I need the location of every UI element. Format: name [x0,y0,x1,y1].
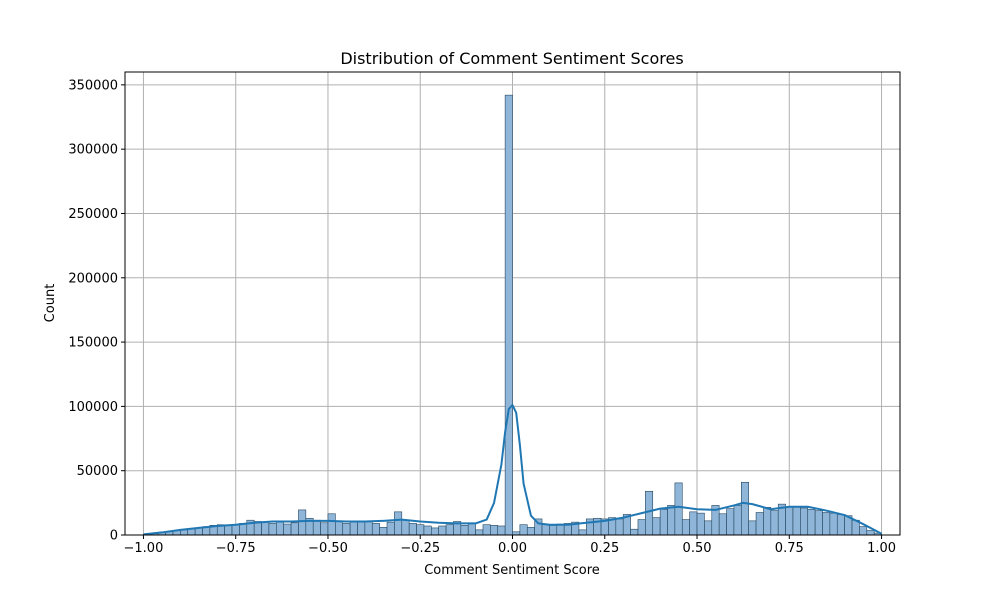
histogram-bar [733,505,742,536]
histogram-bar [482,524,491,536]
x-tick-label: −0.75 [216,541,256,556]
histogram-bar [497,525,506,536]
histogram-bar [504,94,513,536]
histogram-bar [276,521,284,536]
histogram-bar [312,519,321,536]
histogram-bar [630,528,639,536]
y-tick-label: 50000 [77,464,118,479]
x-tick-label: −0.50 [308,541,348,556]
histogram-bar [645,490,654,536]
y-tick-label: 100000 [68,400,118,415]
y-axis-ticks: 0 50000 100000 150000 200000 250000 300000 3500… [68,78,125,544]
histogram-bar [379,526,388,536]
histogram-bar [526,526,535,536]
y-tick-label: 300000 [68,143,118,158]
x-tick-label: 0.75 [775,541,804,556]
histogram-bar [394,511,403,536]
histogram-bar [349,520,358,536]
histogram-bar [637,519,646,536]
x-tick-label: 0.00 [498,541,527,556]
histogram-bar [335,521,344,536]
histogram-bar [696,512,705,536]
histogram-bar [401,519,410,536]
histogram-bar [667,505,676,536]
histogram-bar [748,520,757,536]
x-tick-label: 0.25 [590,541,619,556]
histogram-bar [261,521,270,536]
histogram-bar [674,482,683,536]
histogram-bar [807,508,816,536]
histogram-bar [445,524,454,536]
histogram-bar [342,523,351,536]
y-tick-label: 250000 [68,207,118,222]
histogram-bar [785,506,794,536]
histogram-bar [327,513,336,536]
histogram-bar [829,512,838,536]
histogram-bar [519,524,528,536]
histogram-bar [364,521,373,536]
histogram-bar [268,523,277,536]
kde-curve [143,404,883,536]
kde-line [143,404,883,536]
histogram-bar [438,525,447,536]
histogram-bar [615,518,624,536]
histogram-bar [423,525,432,536]
histogram-bar [859,526,868,536]
histogram-bar [549,525,558,536]
histogram-bar [298,509,307,536]
y-axis-label: Count [43,284,58,323]
histogram-bar [578,529,587,536]
histogram-bar [460,525,469,536]
y-tick-label: 150000 [68,336,118,351]
histogram-bar [224,525,233,536]
histogram-bar [467,522,476,536]
histogram-bar [718,513,727,536]
y-tick-label: 200000 [68,271,118,286]
histogram-bar [689,511,698,536]
x-axis-label: Comment Sentiment Score [424,563,600,578]
histogram-bar [652,517,661,536]
histogram-bar [541,524,550,536]
histogram-bar [475,529,484,536]
histogram-bar [836,514,845,536]
histogram-bar [408,523,417,536]
histogram-bar [386,521,395,536]
histogram-bar [704,520,713,536]
histogram-bar [866,530,875,536]
histogram-bar [659,508,668,536]
y-tick-label: 350000 [68,78,118,93]
histogram-bar [726,508,735,536]
histogram-bars [143,94,882,536]
histogram-bar [755,512,764,536]
histogram-bar [800,507,809,536]
histogram-bar [822,512,831,536]
histogram-bar [792,506,801,536]
histogram-bar [290,522,299,536]
histogram-bar [357,521,366,536]
histogram-bar [283,523,292,536]
histogram-bar [231,524,240,536]
x-axis-ticks: −1.00 −0.75 −0.50 −0.25 0.00 0.25 0.50 0.75 1.00 [124,535,896,556]
x-tick-label: 0.50 [683,541,712,556]
histogram-bar [681,519,690,536]
histogram-bar [490,525,499,536]
histogram-bar [431,527,439,536]
histogram-bar [763,507,772,536]
chart-title: Distribution of Comment Sentiment Scores [340,49,683,68]
x-tick-label: −0.25 [400,541,440,556]
x-tick-label: −1.00 [124,541,164,556]
histogram-bar [371,523,380,536]
histogram-bar [814,510,823,536]
histogram-bar [770,510,779,536]
histogram-bar [741,481,749,536]
y-tick-label: 0 [110,529,118,544]
x-tick-label: 1.00 [867,541,896,556]
histogram-bar [320,522,329,536]
histogram-bar [416,524,425,536]
